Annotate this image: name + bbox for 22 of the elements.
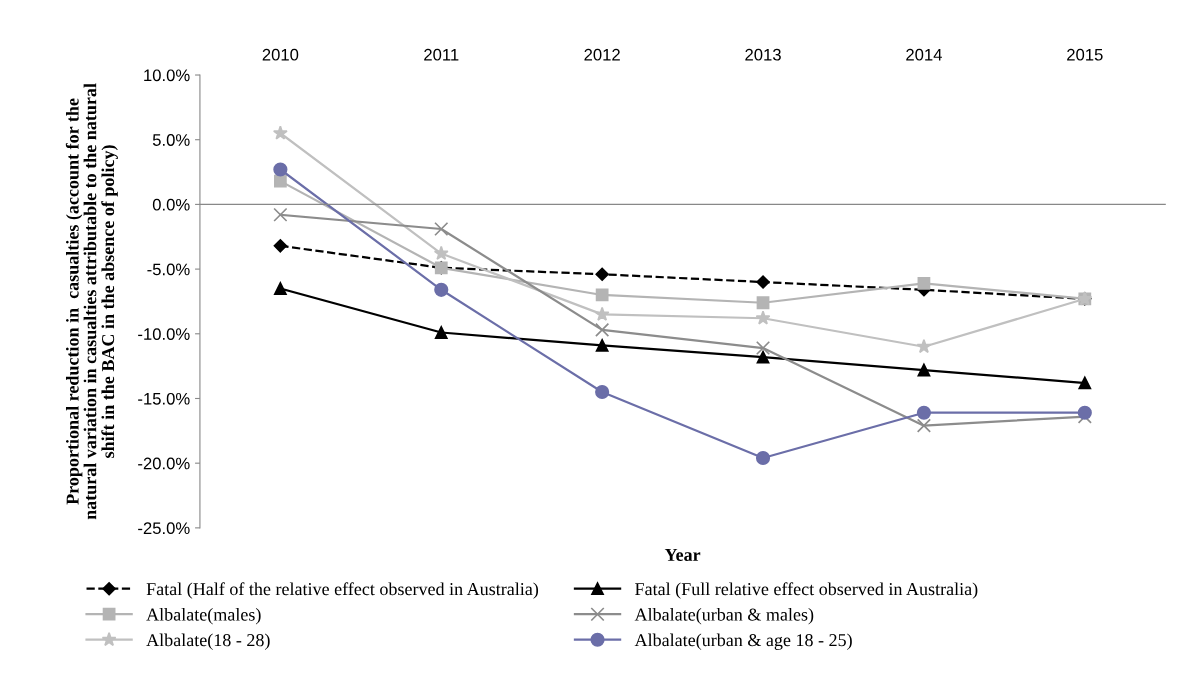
y-tick-label: 0.0% — [152, 198, 190, 211]
x-tick-label: 2012 — [584, 48, 620, 61]
legend-label: Albalate(18 - 28) — [146, 633, 270, 650]
x-tick-label: 2015 — [1067, 48, 1103, 61]
y-tick-label: 10.0% — [144, 69, 190, 82]
x-tick-label: 2013 — [745, 48, 781, 61]
y-tick-label: -5.0% — [147, 263, 190, 276]
legend-label: Albalate(urban & males) — [634, 608, 814, 625]
legend-label: Albalate(males) — [146, 608, 261, 625]
x-tick-label: 2011 — [424, 48, 459, 61]
x-tick-label: 2014 — [906, 48, 942, 61]
legend-label: Fatal (Full relative effect observed in Australia) — [635, 582, 978, 599]
y-tick-label: 5.0% — [152, 134, 190, 146]
legend-label: Fatal (Half of the relative effect observed in Australia) — [146, 582, 539, 599]
x-axis-title: Year — [664, 548, 701, 561]
y-tick-label: -10.0% — [138, 328, 190, 340]
y-tick-label: -25.0% — [138, 522, 190, 535]
y-tick-label: -20.0% — [138, 457, 190, 470]
legend-label: Albalate(urban & age 18 - 25) — [634, 633, 852, 650]
y-tick-label: -15.0% — [138, 392, 190, 405]
y-axis-title: Proportional reduction in casualties (account for the natural variation in casualties attributable to the natural shift in the BAC in the absence of policy) — [65, 83, 118, 520]
x-tick-label: 2010 — [262, 48, 299, 61]
